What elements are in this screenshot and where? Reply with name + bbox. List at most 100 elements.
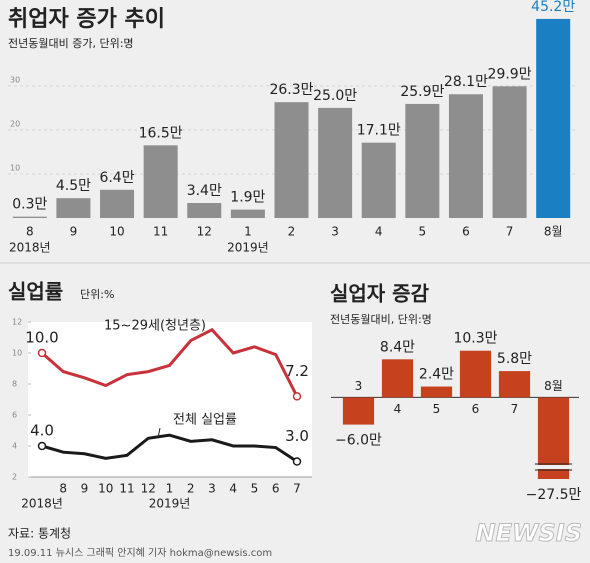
x-tick-label: 8월 — [544, 225, 563, 239]
chart-title: 실업자 증감 — [330, 282, 430, 306]
year-label: 2018년 — [21, 497, 63, 511]
plot-area — [28, 322, 312, 477]
bar — [536, 18, 571, 219]
value-label: 6.4만 — [99, 170, 134, 186]
x-tick-label: 5 — [419, 225, 427, 239]
x-tick-label: 2 — [187, 482, 195, 496]
source: 자료: 통계청 — [8, 527, 71, 541]
logo: NEWSIS — [476, 519, 582, 547]
x-tick-label: 7 — [293, 482, 301, 496]
x-tick-label: 10 — [98, 482, 113, 496]
x-tick-label: 3 — [208, 482, 216, 496]
value-label: 8.4만 — [380, 339, 415, 355]
bar — [492, 86, 527, 218]
value-label: 3.4만 — [187, 183, 222, 199]
x-tick-label: 8 — [59, 482, 67, 496]
value-label: 45.2만 — [531, 0, 575, 15]
axis-break — [534, 465, 573, 469]
bar — [187, 203, 222, 218]
y-tick-label: 6 — [12, 411, 17, 420]
series-label: 15~29세(청년층) — [104, 319, 206, 334]
series-label: 전체 실업률 — [173, 413, 237, 428]
value-label: 29.9만 — [488, 66, 532, 82]
bar — [448, 94, 483, 218]
bar — [361, 142, 396, 218]
year-label: 2019년 — [149, 497, 191, 511]
bar — [12, 216, 47, 218]
value-label: 17.1만 — [357, 123, 401, 139]
value-label: 0.3만 — [12, 197, 47, 213]
bar — [318, 107, 353, 218]
x-tick-label: 9 — [81, 482, 89, 496]
x-tick-label: 5 — [433, 402, 441, 416]
x-tick-label: 4 — [375, 225, 383, 239]
marker — [292, 392, 302, 401]
value-label: 28.1만 — [444, 74, 488, 90]
value-label: 10.3만 — [453, 331, 497, 347]
year-label: 2018년 — [9, 241, 51, 255]
x-tick-label: 4 — [229, 482, 237, 496]
value-label: 10.0 — [25, 329, 58, 347]
y-tick-label: 4 — [12, 442, 17, 451]
year-label: 2019년 — [227, 241, 269, 255]
x-tick-label: 6 — [472, 402, 480, 416]
marker — [37, 348, 47, 358]
x-tick-label: 10 — [109, 225, 124, 239]
bar — [342, 397, 375, 425]
value-label: 25.9만 — [400, 84, 444, 100]
x-tick-label: 2 — [288, 225, 296, 239]
y-tick-label: 12 — [12, 318, 22, 327]
chart-subtitle: 전년동월대비, 단위:명 — [330, 313, 432, 326]
x-tick-label: 3 — [331, 225, 339, 239]
x-tick-label: 7 — [506, 225, 514, 239]
value-label: 16.5만 — [139, 125, 183, 141]
bar — [420, 386, 453, 398]
marker — [37, 441, 47, 451]
value-label: −6.0만 — [335, 433, 382, 449]
bar — [143, 145, 178, 218]
y-tick-label: 2 — [12, 473, 17, 482]
value-label: 3.0 — [285, 427, 309, 445]
y-tick-label: 30 — [10, 75, 20, 84]
value-label: 1.9만 — [230, 190, 265, 206]
value-label: 5.8만 — [497, 351, 532, 367]
line — [41, 433, 298, 463]
x-tick-label: 1 — [166, 482, 174, 496]
value-label: 4.5만 — [56, 178, 91, 194]
value-label: 4.0 — [30, 422, 54, 440]
y-tick-label: 20 — [10, 119, 20, 128]
x-tick-label: 8 — [26, 225, 34, 239]
chart-title: 취업자 증가 추이 — [8, 7, 165, 32]
x-tick-label: 6 — [272, 482, 280, 496]
bar — [381, 359, 414, 398]
y-tick-label: 8 — [12, 380, 17, 389]
bar — [405, 103, 440, 218]
chart-subtitle: 단위:% — [80, 288, 114, 301]
value-label: 2.4만 — [419, 367, 454, 383]
value-label: 26.3만 — [269, 82, 313, 98]
bar — [230, 209, 265, 218]
value-label: −27.5만 — [526, 487, 582, 503]
y-tick-label: 10 — [10, 163, 20, 172]
chart-subtitle: 전년동월대비 증가, 단위:명 — [8, 37, 134, 50]
bar — [498, 371, 531, 398]
x-tick-label: 12 — [197, 225, 212, 239]
value-label: 7.2 — [285, 362, 309, 380]
x-tick-label: 3 — [355, 379, 363, 393]
x-tick-label: 5 — [251, 482, 259, 496]
bar — [459, 350, 492, 398]
x-tick-label: 11 — [119, 482, 134, 496]
credit: 19.09.11 뉴시스 그래픽 안지혜 기자 hokma@newsis.com — [8, 547, 272, 559]
y-tick-label: 10 — [12, 349, 22, 358]
x-tick-label: 4 — [394, 402, 402, 416]
line — [41, 327, 299, 398]
x-tick-label: 12 — [141, 482, 156, 496]
chart-title: 실업률 — [8, 280, 63, 304]
bar — [56, 198, 91, 218]
leader-line — [157, 427, 161, 439]
x-tick-label: 9 — [70, 225, 78, 239]
x-tick-label: 1 — [244, 225, 252, 239]
value-label: 25.0만 — [313, 88, 357, 104]
bar — [274, 102, 309, 218]
